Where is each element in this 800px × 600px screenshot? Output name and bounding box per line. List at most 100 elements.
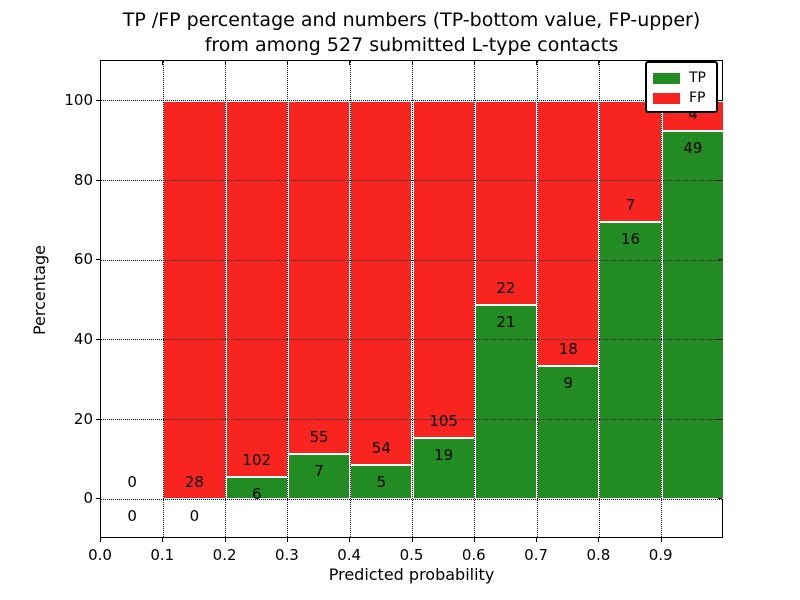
x-tick-label: 0.5	[399, 546, 424, 564]
chart-title-line1: TP /FP percentage and numbers (TP-bottom…	[122, 9, 701, 31]
y-axis-title: Percentage	[30, 245, 49, 336]
gridline-vertical	[349, 61, 351, 537]
fp-count-label: 55	[309, 428, 329, 447]
tp-count-label: 0	[127, 507, 137, 526]
gridline-horizontal	[101, 100, 722, 102]
plot-area: 0 0 28 0 102 6 55 7 54 5 105 19 22 21 18 9 7 16 4 49	[100, 60, 724, 538]
x-tick	[473, 538, 475, 542]
bar-segment-fp	[163, 100, 226, 500]
gridline-vertical	[536, 61, 538, 537]
bar-segment-tp	[474, 304, 538, 500]
chart-title: TP /FP percentage and numbers (TP-bottom…	[100, 8, 723, 58]
fp-count-label: 54	[371, 439, 391, 458]
x-tick	[598, 538, 600, 542]
y-tick-label: 0	[83, 489, 93, 508]
gridline-vertical	[162, 61, 164, 537]
y-tick	[96, 99, 100, 101]
tp-count-label: 49	[683, 138, 703, 157]
tp-count-label: 16	[621, 230, 641, 249]
tp-count-label: 5	[376, 473, 387, 492]
gridline-horizontal	[101, 339, 722, 341]
y-tick-right	[718, 259, 722, 261]
gridline-horizontal	[101, 259, 722, 261]
x-tick	[286, 538, 288, 542]
bar-segment-tp	[287, 454, 351, 500]
x-tick	[536, 538, 538, 542]
legend-entry-fp: FP	[653, 88, 716, 108]
fp-count-label: 0	[127, 473, 137, 492]
gridline-horizontal	[101, 419, 722, 420]
tp-count-label: 7	[314, 462, 324, 481]
x-tick-top	[411, 61, 413, 65]
legend-entry-tp: TP	[653, 68, 716, 88]
y-tick	[96, 259, 100, 261]
bar-segment-fp	[412, 100, 475, 439]
x-tick-top	[286, 61, 288, 65]
fp-count-label: 102	[242, 451, 272, 470]
x-tick-label: 0.4	[337, 546, 362, 564]
y-tick	[96, 179, 100, 181]
y-tick	[96, 418, 100, 420]
y-tick-right	[718, 99, 722, 101]
x-tick-label: 0.2	[212, 546, 237, 564]
chart-title-line2: from among 527 submitted L-type contacts	[204, 34, 619, 56]
x-tick-top	[224, 61, 226, 65]
x-tick	[349, 538, 351, 542]
fp-count-label: 18	[558, 340, 578, 359]
x-tick-top	[162, 61, 164, 65]
gridline-vertical	[287, 61, 289, 537]
y-tick	[96, 498, 100, 500]
gridline-vertical	[598, 61, 600, 537]
gridline-vertical	[412, 61, 413, 537]
tp-count-label: 6	[251, 485, 262, 504]
x-tick-top	[100, 61, 101, 65]
bar-segment-tp	[225, 477, 288, 500]
legend-label-fp: FP	[689, 90, 706, 106]
fp-count-label: 7	[625, 196, 636, 215]
y-tick-right	[718, 498, 722, 500]
bar-segment-tp	[537, 366, 600, 500]
x-tick	[224, 538, 226, 542]
x-axis-title: Predicted probability	[328, 565, 495, 584]
y-tick-label: 100	[64, 90, 93, 109]
bar-segment-tp	[661, 130, 724, 500]
x-tick-top	[349, 61, 351, 65]
legend: TP FP	[645, 61, 718, 113]
bar-segment-fp	[474, 100, 538, 305]
x-tick-top	[536, 61, 538, 65]
y-tick-label: 60	[73, 250, 93, 269]
y-tick-right	[718, 179, 722, 181]
x-tick-top	[473, 61, 475, 65]
x-tick	[411, 538, 413, 542]
y-tick-right	[718, 338, 722, 340]
x-tick-label: 0.8	[586, 546, 611, 564]
x-tick	[162, 538, 164, 542]
y-tick-label: 40	[73, 329, 93, 348]
fp-count-label: 22	[496, 278, 516, 297]
x-tick-label: 0.0	[88, 546, 112, 564]
tp-count-label: 0	[189, 507, 200, 526]
legend-swatch-fp	[653, 92, 680, 104]
tp-count-label: 19	[434, 446, 454, 465]
y-tick-label: 80	[73, 170, 93, 189]
gridline-vertical	[661, 61, 663, 537]
x-tick-label: 0.7	[524, 546, 549, 564]
gridline-horizontal	[101, 180, 722, 181]
tp-count-label: 21	[496, 312, 516, 331]
x-tick	[100, 538, 101, 542]
bar-segment-tp	[412, 438, 475, 500]
x-tick-label: 0.6	[461, 546, 486, 564]
gridline-vertical	[225, 61, 227, 537]
bar-segment-fp	[350, 100, 413, 466]
bar-segment-fp	[599, 100, 662, 223]
bar-segment-fp	[287, 100, 351, 455]
y-tick-label: 20	[73, 409, 93, 428]
fp-count-label: 105	[429, 412, 458, 431]
bar-segment-fp	[537, 100, 600, 367]
x-tick-label: 0.3	[274, 546, 299, 564]
fp-count-label: 4	[688, 104, 698, 123]
x-tick	[660, 538, 662, 542]
x-tick-top	[598, 61, 600, 65]
legend-swatch-tp	[653, 72, 680, 84]
